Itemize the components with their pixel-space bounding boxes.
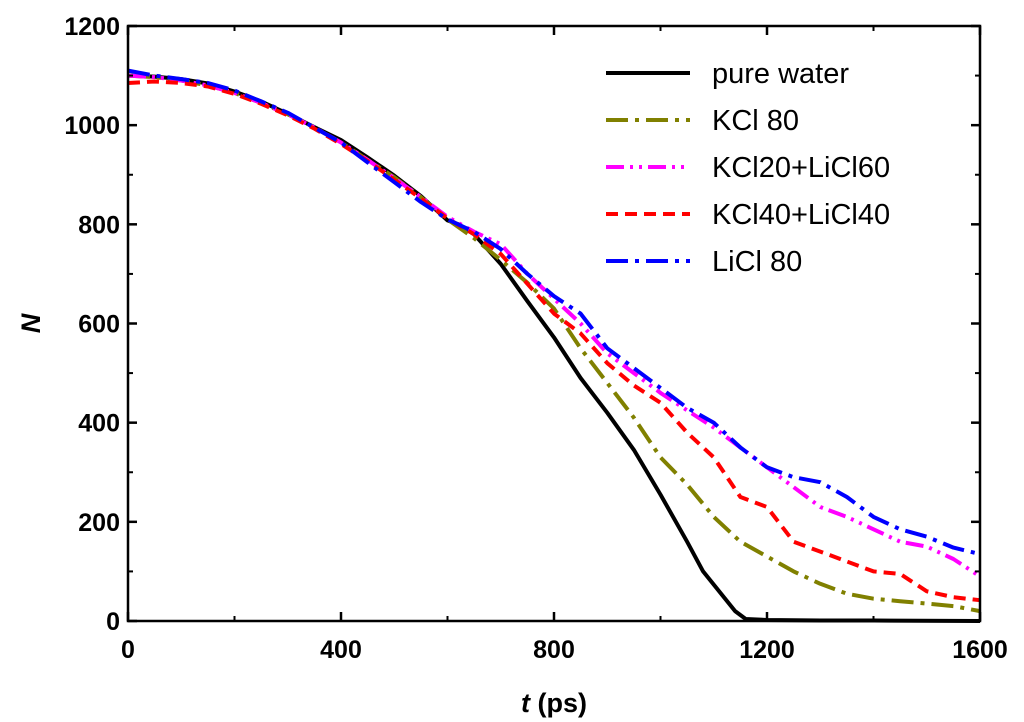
x-tick-label: 400 <box>320 636 362 664</box>
y-tick-label: 800 <box>78 211 120 239</box>
legend: pure water KCl 80 KCl20+LiCl60 KCl40+LiCl40… <box>606 58 890 278</box>
y-axis-title: N <box>16 313 46 333</box>
series-line <box>127 79 981 603</box>
x-tick-label: 0 <box>121 636 135 664</box>
legend-label: KCl 80 <box>712 105 799 137</box>
series-line <box>127 73 981 614</box>
y-tick-label: 600 <box>78 311 120 339</box>
series-line <box>127 73 982 579</box>
legend-label: KCl20+LiCl60 <box>712 152 890 184</box>
plot-frame <box>126 24 982 623</box>
axes: 0 400 800 1200 1600 0 200 400 600 800 1000 1200 <box>64 13 1007 664</box>
x-axis-title: t (ps) <box>521 688 587 718</box>
x-tick-label: 800 <box>533 636 575 664</box>
y-tick-label: 400 <box>78 410 120 438</box>
series-line <box>127 68 981 557</box>
y-tick-label: 0 <box>106 608 120 636</box>
y-tick-label: 200 <box>78 509 120 537</box>
y-tick-label: 1000 <box>64 112 120 140</box>
legend-label: LiCl 80 <box>712 246 802 278</box>
x-tick-label: 1600 <box>952 636 1008 664</box>
x-tick-label: 1200 <box>739 636 795 664</box>
legend-label: KCl40+LiCl40 <box>712 199 890 231</box>
y-tick-label: 1200 <box>64 13 120 41</box>
series-layer <box>127 68 982 623</box>
legend-label: pure water <box>712 58 849 90</box>
